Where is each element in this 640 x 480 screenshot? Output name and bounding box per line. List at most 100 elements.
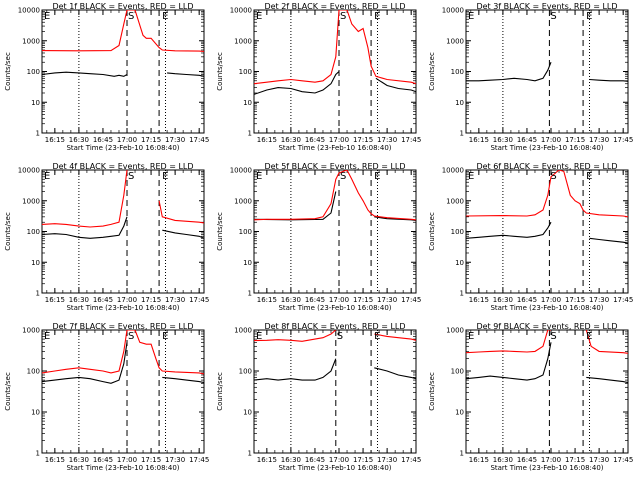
plot-frame [465,169,629,294]
chart-panel: 1 10 100 1000 10000 16:15 16:30 16:45 17:00 17:15… [216,2,421,152]
events-series-line [254,191,416,221]
y-axis-label: Counts/sec [428,212,436,251]
pre-event-marker-label: E [44,331,50,342]
y-tick-label: 10 [455,259,464,267]
plot-frame [465,329,629,454]
x-tick-label: 16:45 [305,456,325,464]
start-marker-label: S [550,171,556,182]
x-axis-label: Start Time (23-Feb-10 16:08:40) [490,304,603,312]
x-tick-label: 17:45 [401,296,421,304]
post-event-marker-label: E [586,171,592,182]
events-series-line [42,342,204,384]
y-tick-label: 1 [36,130,40,138]
lld-series-line [42,330,204,375]
x-tick-label: 17:30 [377,296,397,304]
y-tick-label: 1000 [234,37,252,45]
y-tick-label: 10 [31,409,40,417]
pre-event-marker-label: E [256,331,262,342]
x-tick-label: 17:30 [589,296,609,304]
events-series-line [466,342,628,384]
x-tick-label: 17:30 [377,456,397,464]
y-tick-label: 1000 [446,327,464,335]
x-tick-label: 17:15 [141,136,161,144]
post-event-marker-label: E [374,11,380,22]
x-tick-label: 17:30 [377,136,397,144]
post-event-marker-label: E [374,171,380,182]
y-tick-label: 10000 [230,7,252,15]
x-tick-label: 17:45 [189,456,209,464]
y-tick-label: 10000 [18,167,40,175]
x-axis-label: Start Time (23-Feb-10 16:08:40) [490,464,603,472]
chart-title: Det 5f BLACK = Events, RED = LLD [264,162,405,171]
y-tick-label: 10 [243,409,252,417]
y-tick-label: 1000 [446,197,464,205]
start-marker-label: S [128,11,134,22]
x-tick-label: 17:45 [189,136,209,144]
x-tick-label: 16:45 [93,136,113,144]
x-tick-label: 17:15 [353,136,373,144]
start-marker-label: S [128,171,134,182]
x-tick-label: 16:15 [45,296,65,304]
x-tick-label: 17:30 [589,456,609,464]
y-axis-label: Counts/sec [428,372,436,411]
y-tick-label: 1 [36,290,40,298]
y-tick-label: 10 [31,259,40,267]
plot-frame [253,9,417,134]
x-tick-label: 16:45 [517,456,537,464]
lld-series-line [466,330,628,354]
chart-panel: 1 10 100 1000 10000 16:15 16:30 16:45 17:00 17:15… [216,162,421,312]
y-axis-label: Counts/sec [216,52,224,91]
x-tick-label: 17:30 [165,456,185,464]
y-tick-label: 100 [27,368,40,376]
post-event-marker-label: E [162,331,168,342]
x-tick-label: 17:45 [613,136,633,144]
pre-event-marker-label: E [468,11,474,22]
x-tick-label: 17:45 [613,296,633,304]
plot-frame [41,169,205,294]
lld-series-line [42,170,204,228]
x-tick-label: 16:15 [469,296,489,304]
x-tick-label: 16:30 [281,136,301,144]
x-tick-label: 16:45 [305,136,325,144]
x-tick-label: 17:00 [117,456,137,464]
x-tick-label: 17:00 [117,136,137,144]
x-tick-label: 16:15 [257,296,277,304]
x-tick-label: 17:30 [589,136,609,144]
y-axis-label: Counts/sec [4,372,12,411]
x-tick-label: 17:30 [165,296,185,304]
y-tick-label: 1000 [22,197,40,205]
chart-title: Det 2f BLACK = Events, RED = LLD [264,2,405,11]
x-tick-label: 16:45 [93,456,113,464]
x-tick-label: 16:15 [45,456,65,464]
x-tick-label: 16:15 [45,136,65,144]
x-tick-label: 16:45 [93,296,113,304]
x-tick-label: 16:15 [257,136,277,144]
y-tick-label: 100 [451,368,464,376]
y-tick-label: 100 [239,368,252,376]
x-tick-label: 16:30 [69,296,89,304]
x-tick-label: 17:15 [565,296,585,304]
plot-frame [253,329,417,454]
y-tick-label: 100 [239,228,252,236]
x-tick-label: 17:30 [165,136,185,144]
y-tick-label: 100 [27,68,40,76]
x-tick-label: 17:15 [353,296,373,304]
post-event-marker-label: E [162,11,168,22]
x-tick-label: 17:00 [541,136,561,144]
events-series-line [466,61,628,82]
x-tick-label: 16:15 [469,136,489,144]
x-tick-label: 16:30 [281,456,301,464]
chart-title: Det 8f BLACK = Events, RED = LLD [264,322,405,331]
y-tick-label: 10000 [442,7,464,15]
y-tick-label: 1000 [22,37,40,45]
chart-panel: 1 10 100 1000 10000 16:15 16:30 16:45 17:00 17:15… [4,2,209,152]
lld-series-line [254,10,416,85]
start-marker-label: S [550,331,556,342]
x-tick-label: 16:30 [493,456,513,464]
y-tick-label: 100 [27,228,40,236]
x-axis-label: Start Time (23-Feb-10 16:08:40) [278,464,391,472]
x-tick-label: 16:45 [305,296,325,304]
chart-panel: 1 10 100 1000 10000 16:15 16:30 16:45 17:00 17:15… [4,162,209,312]
x-tick-label: 17:15 [353,456,373,464]
start-marker-label: S [337,331,343,342]
